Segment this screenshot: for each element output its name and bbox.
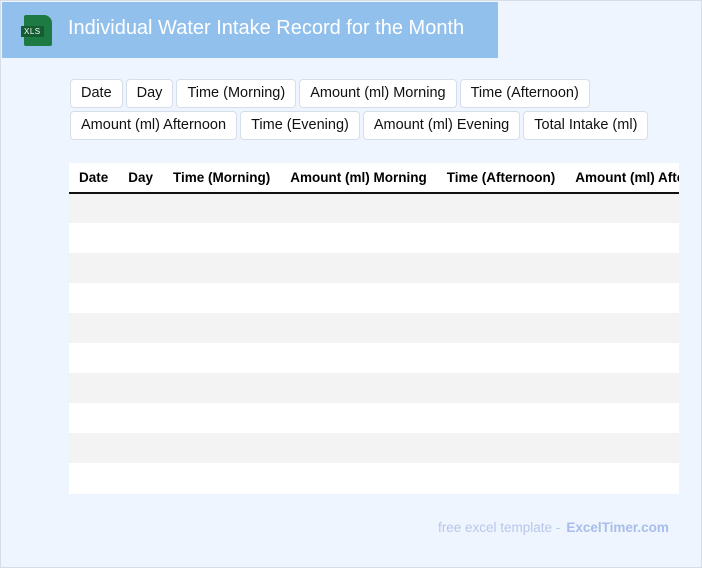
column-header: Amount (ml) Afternoon	[565, 163, 679, 194]
table-cell[interactable]	[565, 463, 679, 493]
field-chip[interactable]: Time (Evening)	[240, 111, 360, 140]
table-cell[interactable]	[436, 373, 566, 403]
table-row	[69, 433, 679, 463]
table-cell[interactable]	[437, 463, 566, 493]
table-row	[69, 193, 679, 223]
table-cell[interactable]	[565, 313, 679, 343]
table-cell[interactable]	[69, 463, 118, 493]
table-cell[interactable]	[565, 253, 679, 283]
table-cell[interactable]	[280, 343, 436, 373]
table-cell[interactable]	[69, 343, 118, 373]
table-cell[interactable]	[280, 193, 437, 223]
field-chip[interactable]: Total Intake (ml)	[523, 111, 649, 140]
column-header: Amount (ml) Morning	[280, 163, 437, 194]
table-cell[interactable]	[280, 223, 436, 253]
table-row	[69, 343, 679, 373]
table-cell[interactable]	[118, 373, 164, 403]
field-chip[interactable]: Date	[70, 79, 123, 108]
table-cell[interactable]	[118, 193, 164, 223]
table-cell[interactable]	[163, 403, 280, 433]
field-chip[interactable]: Time (Morning)	[176, 79, 297, 108]
table-cell[interactable]	[163, 223, 280, 253]
table-cell[interactable]	[163, 253, 281, 283]
table-cell[interactable]	[565, 343, 679, 373]
footer: free excel template - ExcelTimer.com	[438, 520, 669, 535]
table-row	[69, 223, 679, 253]
column-header: Day	[118, 163, 164, 194]
table-cell[interactable]	[436, 313, 566, 343]
table-cell[interactable]	[118, 403, 163, 433]
table-cell[interactable]	[69, 373, 119, 403]
table-cell[interactable]	[69, 433, 119, 463]
field-chip[interactable]: Day	[125, 79, 174, 108]
title-banner: XLS Individual Water Intake Record for t…	[2, 2, 498, 58]
field-chip[interactable]: Amount (ml) Evening	[362, 111, 521, 140]
table-row	[69, 313, 679, 343]
table-cell[interactable]	[118, 223, 163, 253]
table-cell[interactable]	[69, 223, 118, 253]
table-cell[interactable]	[118, 433, 164, 463]
table-row	[69, 253, 679, 283]
footer-text: free excel template -	[438, 520, 561, 535]
table-row	[69, 283, 679, 313]
table-cell[interactable]	[69, 283, 118, 313]
table-cell[interactable]	[565, 403, 679, 433]
table-cell[interactable]	[118, 463, 163, 493]
table-cell[interactable]	[163, 373, 281, 403]
table-cell[interactable]	[280, 373, 437, 403]
table-row	[69, 463, 679, 493]
table-cell[interactable]	[163, 463, 280, 493]
field-chips: Date Day Time (Morning) Amount (ml) Morning…	[70, 79, 680, 140]
table-cell[interactable]	[565, 433, 679, 463]
xls-label: XLS	[21, 26, 44, 37]
table-cell[interactable]	[565, 283, 679, 313]
table-cell[interactable]	[69, 253, 119, 283]
table-cell[interactable]	[280, 313, 437, 343]
table-cell[interactable]	[436, 253, 566, 283]
table-cell[interactable]	[163, 313, 281, 343]
table-cell[interactable]	[69, 313, 119, 343]
table-cell[interactable]	[163, 193, 281, 223]
table-cell[interactable]	[436, 433, 566, 463]
table-cell[interactable]	[280, 253, 437, 283]
table-cell[interactable]	[163, 283, 280, 313]
table-cell[interactable]	[118, 343, 163, 373]
column-header: Date	[69, 163, 119, 194]
table-cell[interactable]	[565, 223, 679, 253]
table-cell[interactable]	[280, 463, 436, 493]
table-cell[interactable]	[118, 253, 164, 283]
table-cell[interactable]	[69, 403, 118, 433]
table-row	[69, 403, 679, 433]
table-cell[interactable]	[565, 193, 679, 223]
table-cell[interactable]	[69, 193, 119, 223]
table-cell[interactable]	[163, 433, 281, 463]
xls-file-icon: XLS	[21, 15, 52, 46]
data-table: Date Day Time (Morning) Amount (ml) Morning…	[69, 163, 679, 494]
table-cell[interactable]	[280, 283, 436, 313]
table-cell[interactable]	[118, 283, 163, 313]
table-cell[interactable]	[437, 223, 566, 253]
table-cell[interactable]	[437, 403, 566, 433]
table-cell[interactable]	[437, 283, 566, 313]
table-cell[interactable]	[280, 433, 437, 463]
table-cell[interactable]	[436, 193, 566, 223]
field-chip[interactable]: Amount (ml) Morning	[299, 79, 457, 108]
table-cell[interactable]	[565, 373, 679, 403]
table-row	[69, 373, 679, 403]
field-chip[interactable]: Amount (ml) Afternoon	[70, 111, 238, 140]
table-cell[interactable]	[437, 343, 566, 373]
table-cell[interactable]	[118, 313, 164, 343]
column-header: Time (Afternoon)	[436, 163, 566, 194]
table-cell[interactable]	[163, 343, 280, 373]
page-title: Individual Water Intake Record for the M…	[68, 17, 465, 39]
column-header: Time (Morning)	[163, 163, 281, 194]
table-cell[interactable]	[280, 403, 436, 433]
field-chip[interactable]: Time (Afternoon)	[459, 79, 590, 108]
brand-link[interactable]: ExcelTimer.com	[566, 520, 669, 535]
